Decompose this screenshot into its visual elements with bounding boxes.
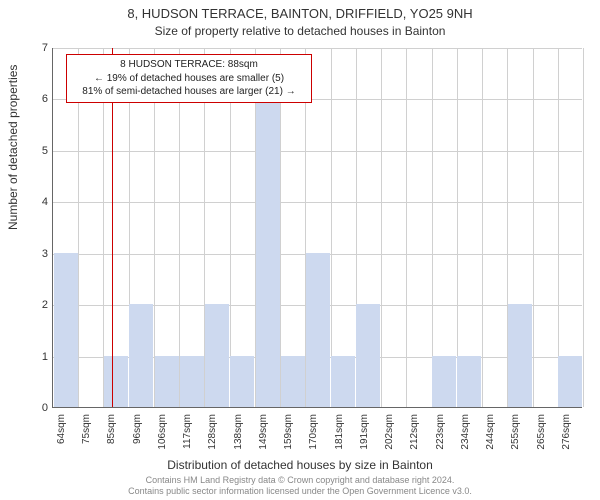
histogram-bar [306, 253, 330, 407]
histogram-bar [54, 253, 78, 407]
footer-credits: Contains HM Land Registry data © Crown c… [0, 475, 600, 498]
x-tick-label: 234sqm [460, 414, 471, 454]
gridline-v [457, 48, 458, 407]
y-tick-label: 6 [34, 93, 48, 105]
gridline-v [331, 48, 332, 407]
x-tick-label: 265sqm [536, 414, 547, 454]
x-tick-label: 223sqm [435, 414, 446, 454]
x-tick-label: 85sqm [106, 414, 117, 454]
gridline-v [558, 48, 559, 407]
y-tick-label: 3 [34, 248, 48, 260]
info-box-line2: ← 19% of detached houses are smaller (5) [73, 72, 305, 86]
y-tick-label: 1 [34, 351, 48, 363]
x-tick-label: 64sqm [56, 414, 67, 454]
x-tick-label: 138sqm [233, 414, 244, 454]
gridline-h [53, 48, 582, 49]
footer-line1: Contains HM Land Registry data © Crown c… [0, 475, 600, 486]
x-tick-label: 106sqm [157, 414, 168, 454]
histogram-bar [155, 356, 179, 407]
y-axis-label: Number of detached properties [6, 65, 20, 230]
gridline-v [583, 48, 584, 407]
y-tick-label: 2 [34, 299, 48, 311]
chart-title-main: 8, HUDSON TERRACE, BAINTON, DRIFFIELD, Y… [0, 6, 600, 21]
x-tick-label: 170sqm [308, 414, 319, 454]
info-box-line3: 81% of semi-detached houses are larger (… [73, 85, 305, 99]
histogram-bar [256, 98, 280, 407]
histogram-bar [457, 356, 481, 407]
histogram-bar [230, 356, 254, 407]
histogram-bar [331, 356, 355, 407]
histogram-bar [281, 356, 305, 407]
histogram-bar [205, 304, 229, 407]
gridline-h [53, 151, 582, 152]
histogram-bar [129, 304, 153, 407]
x-tick-label: 202sqm [384, 414, 395, 454]
marker-info-box: 8 HUDSON TERRACE: 88sqm ← 19% of detache… [66, 54, 312, 103]
x-tick-label: 181sqm [334, 414, 345, 454]
histogram-bar [508, 304, 532, 407]
x-tick-label: 276sqm [561, 414, 572, 454]
y-tick-label: 5 [34, 145, 48, 157]
x-tick-label: 244sqm [485, 414, 496, 454]
histogram-bar [104, 356, 128, 407]
x-axis-label: Distribution of detached houses by size … [0, 458, 600, 472]
x-tick-label: 149sqm [258, 414, 269, 454]
histogram-bar [180, 356, 204, 407]
gridline-v [533, 48, 534, 407]
x-tick-label: 117sqm [182, 414, 193, 454]
x-tick-label: 255sqm [510, 414, 521, 454]
chart-title-sub: Size of property relative to detached ho… [0, 24, 600, 38]
gridline-h [53, 202, 582, 203]
x-tick-label: 96sqm [132, 414, 143, 454]
x-tick-label: 159sqm [283, 414, 294, 454]
x-tick-label: 75sqm [81, 414, 92, 454]
footer-line2: Contains public sector information licen… [0, 486, 600, 497]
gridline-v [381, 48, 382, 407]
histogram-bar [356, 304, 380, 407]
x-tick-label: 212sqm [409, 414, 420, 454]
x-tick-label: 191sqm [359, 414, 370, 454]
y-tick-label: 4 [34, 196, 48, 208]
histogram-bar [432, 356, 456, 407]
y-tick-label: 0 [34, 402, 48, 414]
x-tick-label: 128sqm [207, 414, 218, 454]
y-tick-label: 7 [34, 42, 48, 54]
info-box-line1: 8 HUDSON TERRACE: 88sqm [73, 58, 305, 72]
gridline-v [482, 48, 483, 407]
histogram-bar [558, 356, 582, 407]
gridline-v [432, 48, 433, 407]
gridline-v [406, 48, 407, 407]
